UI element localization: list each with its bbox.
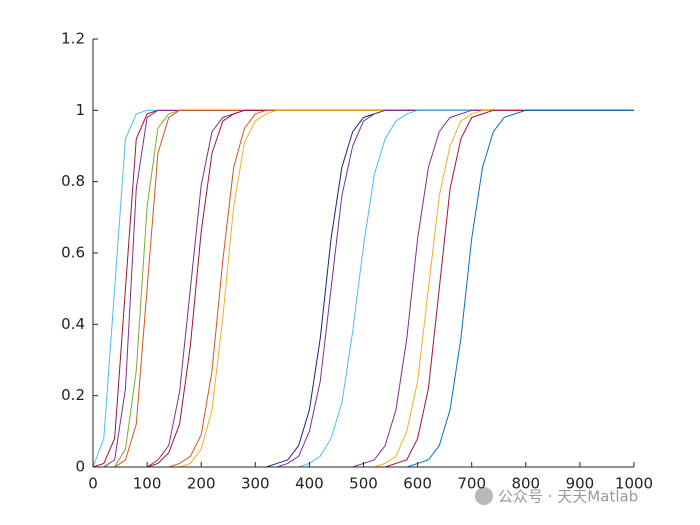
x-tick-label: 700 [457,475,486,493]
y-tick-label: 0.2 [61,386,85,404]
watermark: 公众号 · 天天Matlab [475,487,638,506]
x-tick-label: 200 [187,475,216,493]
x-tick-label: 800 [511,475,540,493]
y-tick-label: 0.6 [61,244,85,262]
x-tick-label: 600 [403,475,432,493]
y-tick-label: 1.2 [61,30,85,48]
x-tick-label: 1000 [615,475,653,493]
y-tick-label: 1 [75,101,85,119]
watermark-text: 公众号 · 天天Matlab [498,488,638,506]
x-tick-label: 0 [88,475,98,493]
x-tick-label: 900 [566,475,595,493]
watermark-icon [475,487,493,505]
x-tick-label: 500 [349,475,378,493]
x-tick-label: 100 [133,475,162,493]
y-tick-label: 0.8 [61,172,85,190]
y-tick-label: 0.4 [61,315,85,333]
y-tick-label: 0 [75,458,85,476]
x-tick-label: 300 [241,475,270,493]
x-tick-label: 400 [295,475,324,493]
